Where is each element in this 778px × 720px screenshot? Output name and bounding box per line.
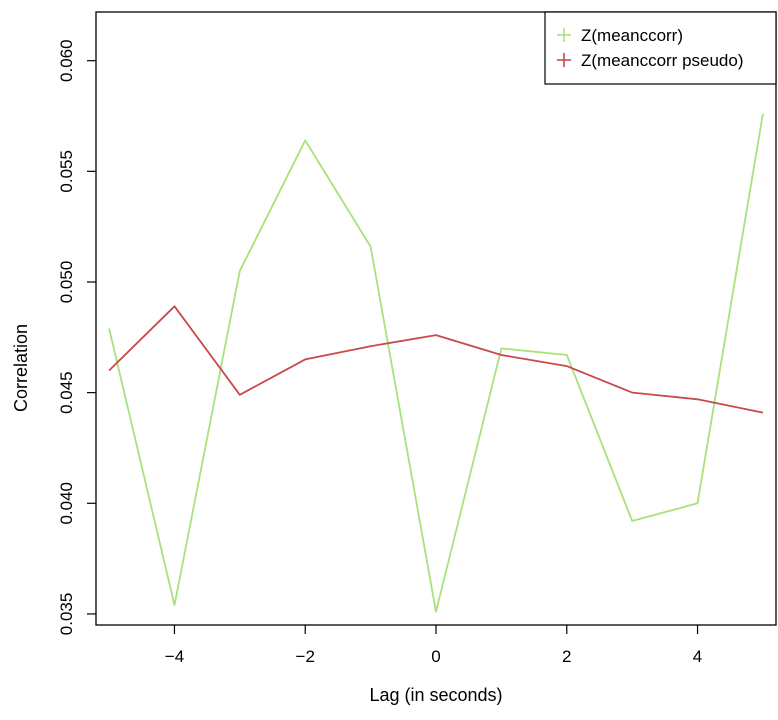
legend-label: Z(meanccorr)	[581, 26, 683, 45]
legend-box	[544, 11, 777, 85]
series-line-2	[108, 305, 764, 414]
plot-frame	[95, 11, 777, 626]
y-tick-label: 0.060	[57, 39, 76, 82]
y-tick-label: 0.050	[57, 261, 76, 304]
x-tick-label: −2	[296, 647, 315, 666]
y-tick-label: 0.035	[57, 593, 76, 636]
x-tick-label: 4	[693, 647, 702, 666]
legend-marker-plus-icon	[557, 28, 571, 42]
y-tick-label: 0.055	[57, 150, 76, 193]
y-tick-label: 0.045	[57, 371, 76, 414]
x-axis-title: Lag (in seconds)	[369, 685, 502, 705]
legend-marker-plus-icon	[557, 53, 571, 67]
legend-label: Z(meanccorr pseudo)	[581, 51, 744, 70]
y-tick-label: 0.040	[57, 482, 76, 525]
series-line-1	[108, 113, 764, 613]
x-tick-label: 2	[562, 647, 571, 666]
x-tick-label: −4	[165, 647, 184, 666]
y-axis-title: Correlation	[11, 324, 31, 412]
x-tick-label: 0	[431, 647, 440, 666]
